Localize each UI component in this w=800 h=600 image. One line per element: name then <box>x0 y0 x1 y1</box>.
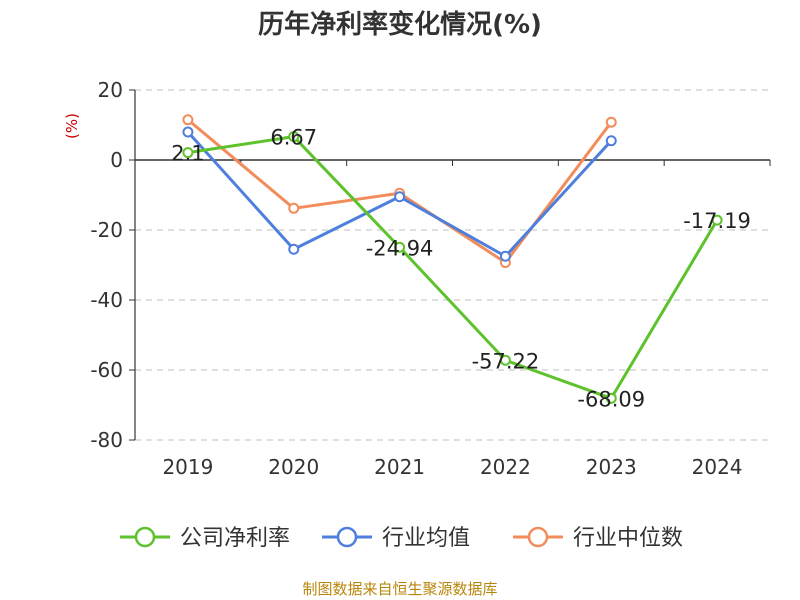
data-point <box>499 250 511 262</box>
legend-item[interactable]: 行业中位数 <box>513 526 683 551</box>
data-point <box>605 392 617 404</box>
series-lines <box>182 114 723 404</box>
x-tick-label: 2022 <box>480 455 531 479</box>
legend-label: 公司净利率 <box>180 526 290 551</box>
y-tick-label: -20 <box>90 218 123 242</box>
legend[interactable]: 公司净利率 行业均值 行业中位数 <box>120 526 683 551</box>
x-tick-label: 2019 <box>162 455 213 479</box>
legend-marker <box>527 526 549 548</box>
legend-marker <box>336 526 358 548</box>
data-point <box>288 243 300 255</box>
axes: 20 0 -20 -40 -60 -80 2019 2020 2021 2022 2023 2024 (… <box>63 78 771 479</box>
legend-label: 行业均值 <box>382 526 470 551</box>
data-point <box>394 191 406 203</box>
grid-lines <box>135 89 770 441</box>
legend-marker <box>134 526 156 548</box>
data-point <box>182 114 194 126</box>
data-label: -24.94 <box>366 236 434 260</box>
x-tick-label: 2020 <box>268 455 319 479</box>
data-point <box>182 147 194 159</box>
data-labels: 2.1 6.67 -24.94 -57.22 -68.09 -17.19 <box>171 126 751 412</box>
x-tick-label: 2023 <box>586 455 637 479</box>
data-point <box>711 214 723 226</box>
chart-title: 历年净利率变化情况(%) <box>258 10 542 40</box>
data-label: 2.1 <box>171 142 204 166</box>
y-tick-label: -40 <box>90 288 123 312</box>
data-point <box>394 241 406 253</box>
series-line <box>187 135 719 400</box>
y-tick-label: 0 <box>110 148 123 172</box>
data-point <box>499 354 511 366</box>
legend-item[interactable]: 公司净利率 <box>120 526 290 551</box>
y-tick-label: -80 <box>90 428 123 452</box>
data-point <box>288 131 300 143</box>
x-tick-label: 2021 <box>374 455 425 479</box>
x-tick-label: 2024 <box>692 455 743 479</box>
data-point <box>288 202 300 214</box>
data-label: -68.09 <box>577 387 645 411</box>
y-tick-label: 20 <box>98 78 123 102</box>
data-point <box>605 135 617 147</box>
data-label: -17.19 <box>683 209 751 233</box>
data-point <box>605 116 617 128</box>
y-axis-unit: (%) <box>63 113 81 139</box>
data-point <box>182 126 194 138</box>
data-label: 6.67 <box>270 126 317 150</box>
legend-label: 行业中位数 <box>573 526 683 551</box>
y-tick-label: -60 <box>90 358 123 382</box>
data-label: -57.22 <box>472 349 540 373</box>
footer-source: 制图数据来自恒生聚源数据库 <box>302 580 498 598</box>
legend-item[interactable]: 行业均值 <box>322 526 470 551</box>
